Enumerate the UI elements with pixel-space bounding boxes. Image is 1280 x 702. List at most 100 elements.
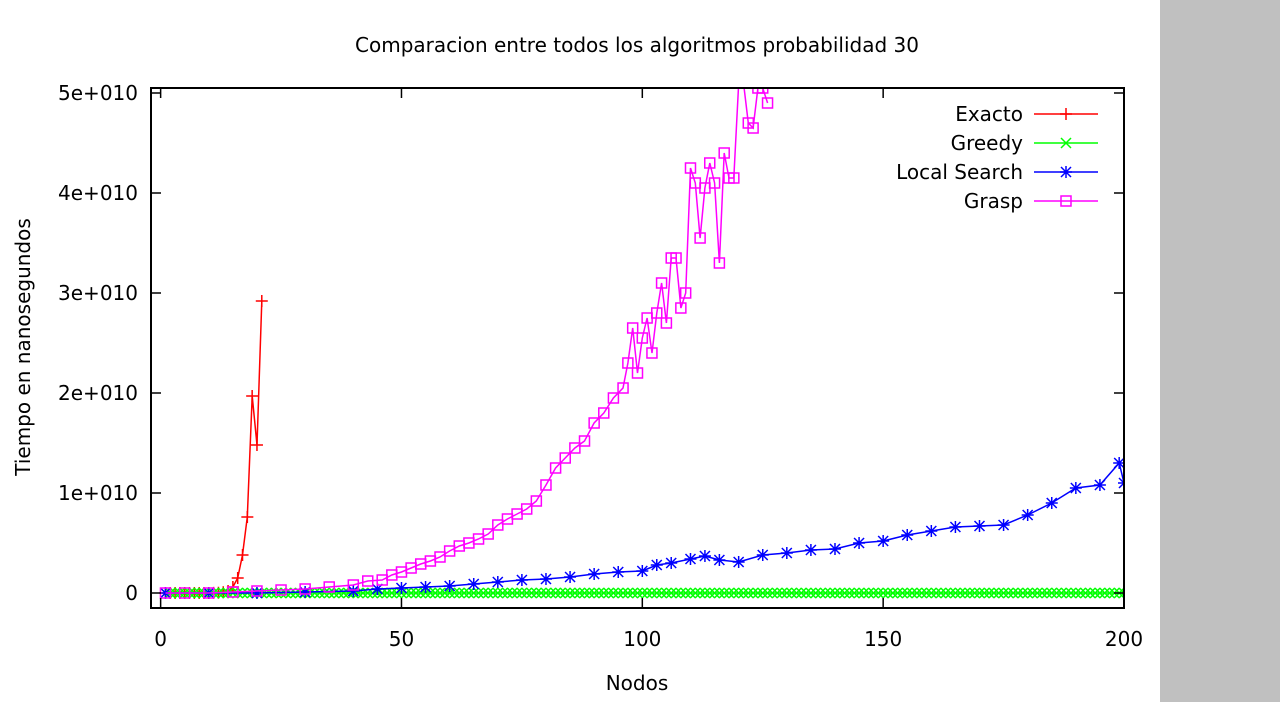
series-line — [165, 88, 769, 594]
data-point — [559, 587, 571, 599]
data-point — [550, 587, 562, 599]
data-point — [877, 535, 890, 547]
data-point — [275, 584, 287, 596]
data-point — [737, 88, 750, 89]
data-point — [574, 587, 586, 599]
data-point — [598, 587, 610, 599]
data-point — [901, 529, 914, 541]
data-point — [863, 587, 875, 599]
data-point — [477, 587, 489, 599]
data-point — [679, 287, 692, 299]
data-point — [434, 551, 446, 563]
data-point — [718, 147, 730, 159]
data-point — [762, 587, 774, 599]
data-point — [805, 587, 817, 599]
legend-marker — [1060, 195, 1072, 207]
data-point — [670, 252, 682, 264]
data-point — [675, 587, 687, 599]
x-tick-label: 0 — [154, 627, 167, 651]
series-grasp — [159, 88, 774, 599]
data-point — [539, 573, 552, 585]
data-point — [781, 587, 793, 599]
data-point — [646, 587, 658, 599]
data-point — [299, 586, 312, 598]
data-point — [978, 587, 990, 599]
data-point — [780, 547, 793, 559]
data-point — [395, 582, 408, 594]
data-point — [564, 587, 576, 599]
data-point — [911, 587, 923, 599]
data-point — [704, 157, 716, 169]
data-point — [819, 587, 831, 599]
data-point — [689, 587, 701, 599]
data-point — [655, 277, 668, 289]
data-point — [434, 587, 446, 599]
data-point — [766, 587, 778, 599]
data-point — [386, 587, 398, 599]
data-point — [848, 587, 860, 599]
data-point — [1118, 587, 1124, 599]
data-point — [347, 579, 360, 591]
data-point — [1094, 587, 1106, 599]
data-point — [458, 587, 470, 599]
data-point — [867, 587, 880, 599]
data-point — [713, 257, 726, 269]
data-point — [159, 587, 172, 599]
data-point — [973, 587, 986, 599]
data-point — [853, 537, 866, 549]
data-point — [684, 162, 697, 174]
data-point — [492, 519, 504, 531]
data-point — [757, 587, 769, 599]
data-point — [993, 587, 1005, 599]
data-point — [530, 587, 542, 599]
data-point — [246, 390, 259, 402]
data-point — [1041, 587, 1053, 599]
y-tick-label: 4e+010 — [58, 181, 138, 205]
data-point — [511, 587, 523, 599]
data-point — [1017, 587, 1029, 599]
axes-layer: 0 1e+010 2e+010 3e+010 4e+010 5e+010 0 50 100 150… — [58, 81, 1143, 651]
data-point — [564, 571, 577, 583]
data-point — [1079, 587, 1092, 599]
data-point — [559, 452, 571, 464]
data-point — [554, 587, 566, 599]
data-point — [756, 549, 769, 561]
data-point — [1007, 587, 1019, 599]
data-point — [347, 585, 360, 597]
data-point — [448, 587, 460, 599]
data-point — [828, 543, 841, 555]
data-point — [708, 177, 721, 189]
data-layer — [159, 88, 1124, 599]
data-point — [949, 587, 961, 599]
data-point — [612, 587, 624, 599]
data-point — [834, 587, 846, 599]
data-point — [1084, 587, 1096, 599]
data-point — [853, 587, 865, 599]
data-point — [1026, 587, 1039, 599]
data-point — [617, 587, 629, 599]
data-point — [656, 587, 668, 599]
data-point — [578, 587, 591, 599]
data-point — [419, 581, 432, 593]
data-point — [916, 587, 928, 599]
data-point — [670, 587, 682, 599]
data-point — [569, 442, 581, 454]
data-point — [593, 587, 605, 599]
data-point — [815, 587, 827, 599]
data-point — [482, 528, 494, 540]
x-tick-label: 200 — [1105, 627, 1143, 651]
data-point — [651, 307, 663, 319]
data-point — [713, 587, 725, 599]
data-point — [487, 587, 499, 599]
data-point — [520, 503, 533, 515]
data-point — [583, 587, 595, 599]
data-point — [1022, 587, 1034, 599]
data-point — [930, 587, 942, 599]
data-point — [1051, 587, 1063, 599]
data-point — [410, 587, 422, 599]
data-point — [607, 392, 620, 404]
data-point — [251, 585, 263, 597]
data-point — [1046, 587, 1058, 599]
data-point — [877, 587, 889, 599]
x-tick-label: 50 — [389, 627, 414, 651]
